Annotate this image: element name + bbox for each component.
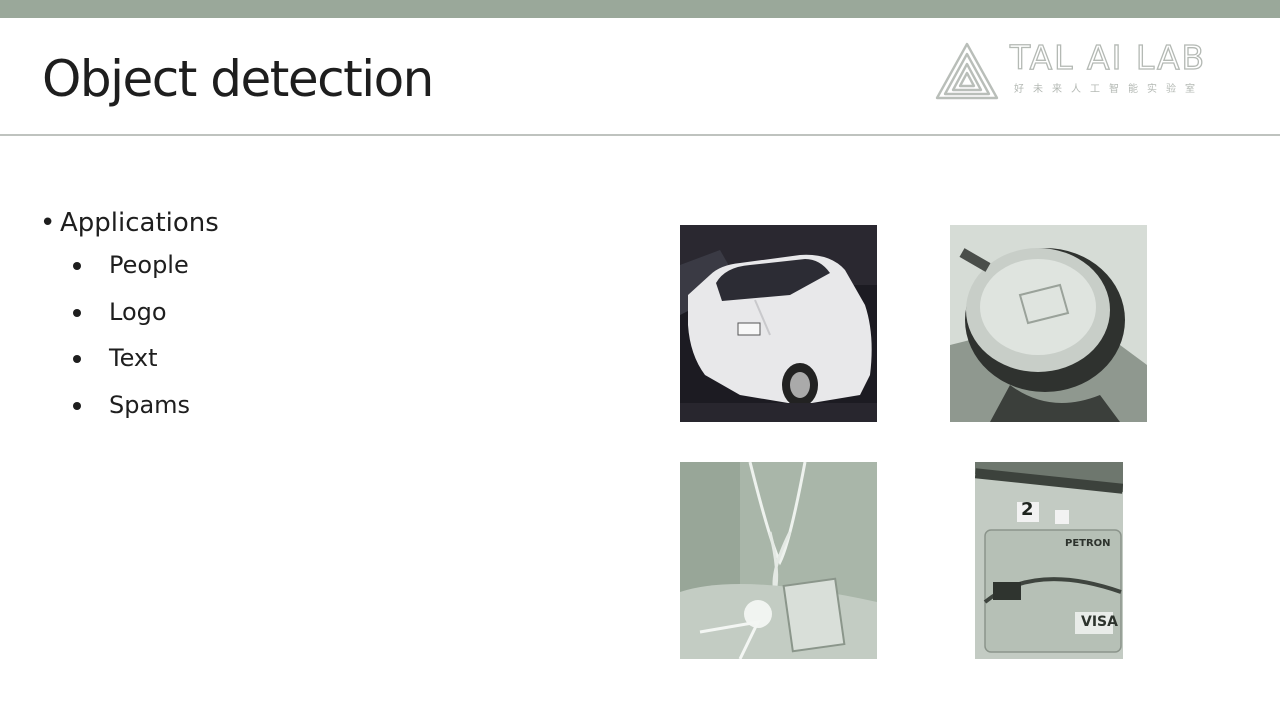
tal-ai-lab-logo: TAL AI LAB 好未来人工智能实验室 [934, 37, 1234, 104]
sub-bullet-list: People Logo Text Spams [40, 242, 219, 428]
sub-bullet-logo: Logo [40, 289, 219, 336]
slide-title: Object detection [42, 50, 434, 108]
lanyard-text-image [680, 462, 877, 659]
bullet-list: • Applications People Logo Text Spams [40, 204, 219, 428]
credit-card-image: PETRON VISA 2 [975, 462, 1123, 659]
bullet-dot-icon: • [40, 208, 56, 238]
bullet-applications: • Applications [40, 204, 219, 242]
logo-wordmark: TAL AI LAB [1009, 37, 1207, 77]
car-image [680, 225, 877, 422]
card-brand-text: PETRON [1065, 538, 1111, 549]
sub-bullet-people: People [40, 242, 219, 289]
logo-badge-image [950, 225, 1147, 422]
sub-bullet-spams: Spams [40, 382, 219, 429]
card-network-text: VISA [1081, 614, 1118, 630]
sticker-number-text: 2 [1021, 499, 1034, 520]
sub-bullet-text: Text [40, 335, 219, 382]
top-accent-bar [0, 0, 1280, 18]
header-divider [0, 134, 1280, 136]
bullet-applications-label: Applications [60, 208, 219, 238]
logo-subtitle: 好未来人工智能实验室 [1014, 84, 1204, 95]
triangle-logo-icon [935, 42, 999, 100]
